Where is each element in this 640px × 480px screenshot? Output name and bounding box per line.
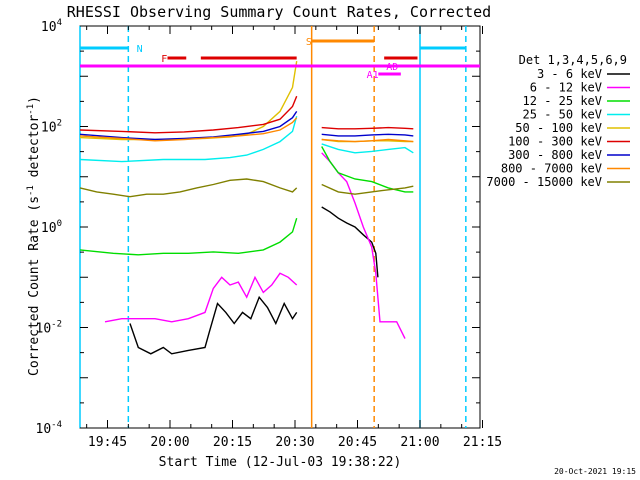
status-bar-label: F bbox=[161, 54, 167, 65]
series-line-3-6keV bbox=[129, 295, 298, 355]
x-tick-label: 20:45 bbox=[338, 435, 377, 450]
y-tick-exponent: 2 bbox=[57, 119, 62, 129]
y-tick-label: 10-2 bbox=[36, 320, 63, 337]
x-tick-label: 20:00 bbox=[150, 435, 189, 450]
series-line-100-300keV bbox=[321, 126, 414, 130]
legend-entry-label: 6 - 12 keV bbox=[530, 81, 602, 95]
legend-entry-label: 25 - 50 keV bbox=[523, 108, 602, 122]
status-bars: N F S AD A1 bbox=[80, 37, 480, 81]
y-axis-label-end: ) bbox=[27, 96, 42, 104]
series-line-3-6keV bbox=[321, 206, 379, 278]
legend-entry-label: 7000 - 15000 keV bbox=[486, 175, 602, 189]
y-tick-base: 10 bbox=[41, 20, 57, 35]
y-tick-label: 102 bbox=[41, 119, 62, 136]
status-bar-label: AD bbox=[386, 62, 398, 73]
series-line-12-25keV bbox=[321, 146, 414, 193]
status-bar-label: N bbox=[137, 44, 143, 55]
series-line-25-50keV bbox=[79, 116, 298, 163]
x-tick-label: 21:00 bbox=[400, 435, 439, 450]
x-tick-label: 20:15 bbox=[213, 435, 252, 450]
y-tick-label: 104 bbox=[41, 18, 62, 35]
x-tick-label: 21:15 bbox=[463, 435, 502, 450]
legend-entry-label: 3 - 6 keV bbox=[537, 67, 602, 81]
y-axis-label-sup2: -1 bbox=[26, 104, 36, 115]
y-tick-exponent: 4 bbox=[57, 18, 62, 28]
legend-entry-label: 12 - 25 keV bbox=[523, 94, 602, 108]
y-axis-label-main: Corrected Count Rate (s bbox=[27, 196, 42, 376]
series-lines bbox=[79, 60, 414, 355]
legend-entry-label: 800 - 7000 keV bbox=[501, 162, 602, 176]
x-axis: 19:45 20:00 20:15 20:30 20:45 21:00 21:15 bbox=[86, 26, 502, 450]
series-line-12-25keV bbox=[79, 217, 298, 256]
y-tick-exponent: -2 bbox=[51, 320, 62, 330]
x-tick-label: 19:45 bbox=[88, 435, 127, 450]
x-axis-label: Start Time (12-Jul-03 19:38:22) bbox=[159, 455, 402, 470]
legend-entry-label: 300 - 800 keV bbox=[508, 148, 602, 162]
x-tick-label: 20:30 bbox=[275, 435, 314, 450]
y-axis-label-sup1: -1 bbox=[26, 185, 36, 196]
chart-title: RHESSI Observing Summary Count Rates, Co… bbox=[67, 3, 491, 21]
series-line-50-100keV bbox=[79, 60, 298, 141]
series-line-7000-15000keV bbox=[321, 183, 414, 195]
y-axis-label-mid: detector bbox=[27, 115, 42, 186]
vertical-markers bbox=[79, 26, 467, 428]
series-line-800-7000keV bbox=[79, 117, 298, 142]
y-tick-base: 10 bbox=[36, 422, 52, 437]
y-tick-base: 10 bbox=[36, 322, 52, 337]
y-tick-exponent: -4 bbox=[51, 420, 62, 430]
series-line-300-800keV bbox=[79, 111, 298, 141]
series-line-300-800keV bbox=[321, 133, 414, 137]
legend-title: Det 1,3,4,5,6,9 bbox=[519, 53, 627, 67]
series-line-7000-15000keV bbox=[79, 178, 298, 198]
y-tick-base: 10 bbox=[41, 221, 57, 236]
y-tick-base: 10 bbox=[41, 121, 57, 136]
series-line-800-7000keV bbox=[321, 138, 414, 143]
y-tick-label: 10-4 bbox=[36, 420, 63, 437]
series-line-100-300keV bbox=[79, 95, 298, 134]
legend-entry-label: 100 - 300 keV bbox=[508, 135, 602, 149]
y-tick-exponent: 0 bbox=[57, 219, 62, 229]
series-line-25-50keV bbox=[321, 143, 414, 154]
status-bar-label: S bbox=[306, 37, 312, 48]
y-tick-label: 100 bbox=[41, 219, 62, 236]
legend-entry-label: 50 - 100 keV bbox=[515, 121, 602, 135]
status-bar-label: A1 bbox=[367, 70, 379, 81]
series-line-6-12keV bbox=[104, 272, 298, 323]
footer-timestamp: 20-Oct-2021 19:15 bbox=[554, 467, 636, 476]
y-axis-label: Corrected Count Rate (s-1 detector-1) bbox=[26, 96, 42, 376]
